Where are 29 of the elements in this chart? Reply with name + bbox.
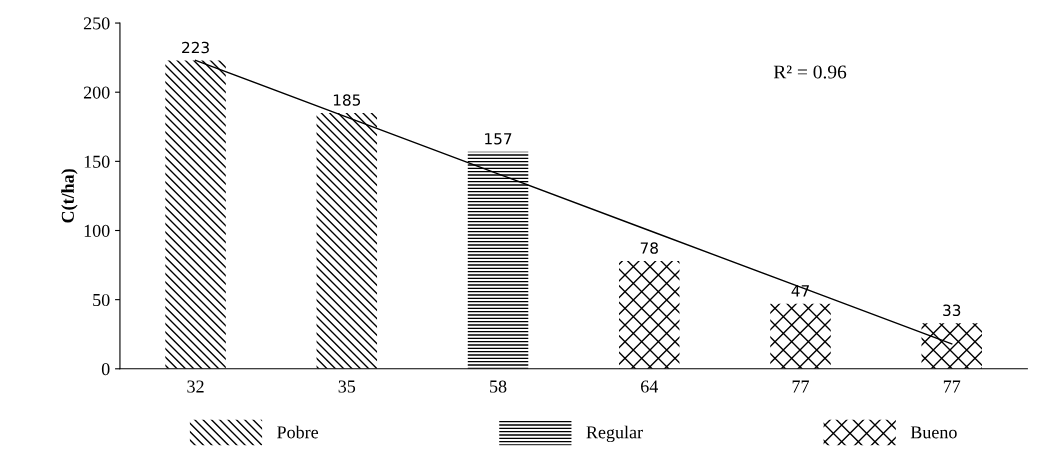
x-tick-label: 64	[641, 380, 659, 393]
bar	[467, 151, 529, 369]
y-tick-label: 0	[101, 363, 110, 376]
bar	[165, 60, 226, 369]
y-tick-label: 50	[93, 293, 110, 307]
bar	[619, 260, 680, 369]
x-tick-label: 32	[187, 380, 204, 393]
y-tick-label: 150	[84, 155, 110, 168]
bar	[921, 323, 982, 369]
y-tick-label: 200	[83, 86, 110, 99]
data-label: 157	[485, 133, 512, 145]
data-label: 185	[333, 94, 361, 106]
x-tick-label: 77	[943, 380, 961, 393]
x-tick-label: 35	[338, 380, 356, 393]
x-tick-label: 58	[490, 380, 507, 393]
annotation: R² = 0.96	[773, 65, 847, 79]
legend-label: Bueno	[910, 426, 957, 439]
data-label: 78	[640, 242, 658, 254]
bar	[770, 303, 831, 369]
y-tick-label: 100	[84, 224, 110, 237]
legend-label: Pobre	[277, 425, 319, 439]
y-tick-label: 250	[83, 17, 110, 30]
data-label: 223	[182, 41, 209, 54]
data-label: 47	[791, 285, 809, 297]
legend-label: Regular	[586, 425, 643, 443]
bar	[316, 112, 378, 369]
x-tick-label: 77	[792, 380, 810, 393]
data-label: 33	[943, 304, 961, 317]
y-axis-title: C(t/ha)	[61, 169, 78, 223]
